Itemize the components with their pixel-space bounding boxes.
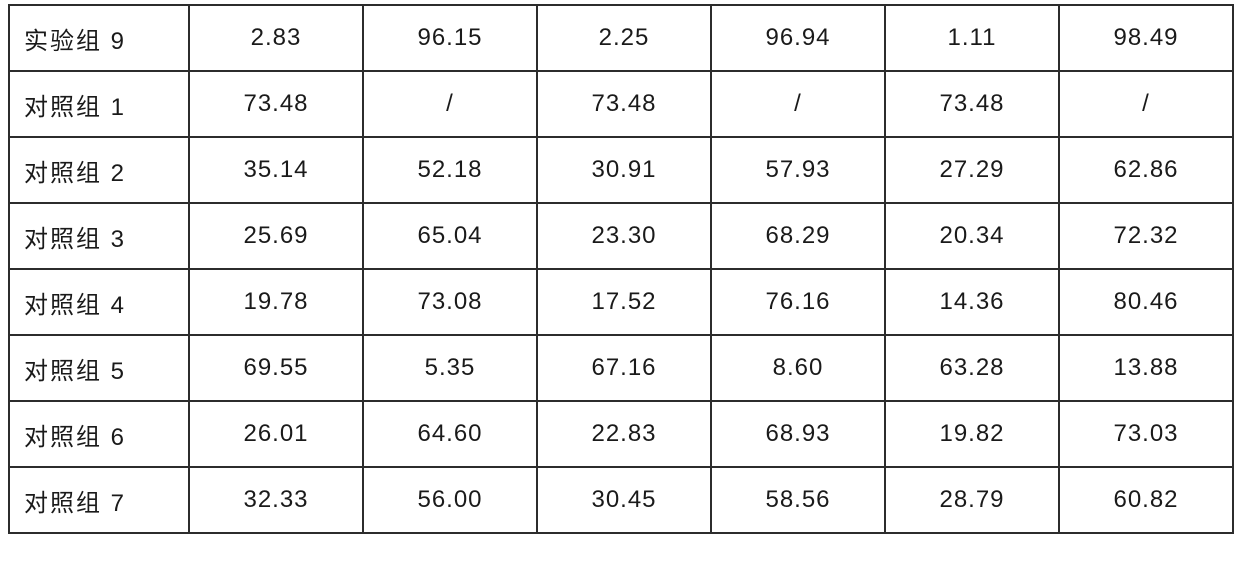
table-cell: 57.93: [711, 137, 885, 203]
table-cell: 30.91: [537, 137, 711, 203]
table-cell: 27.29: [885, 137, 1059, 203]
row-label: 对照组 3: [9, 203, 189, 269]
table-row: 对照组 3 25.69 65.04 23.30 68.29 20.34 72.3…: [9, 203, 1233, 269]
table-row: 实验组 9 2.83 96.15 2.25 96.94 1.11 98.49: [9, 5, 1233, 71]
table-cell: 64.60: [363, 401, 537, 467]
table-cell: 2.83: [189, 5, 363, 71]
table-row: 对照组 2 35.14 52.18 30.91 57.93 27.29 62.8…: [9, 137, 1233, 203]
table-cell: 73.03: [1059, 401, 1233, 467]
table-cell: 14.36: [885, 269, 1059, 335]
table-cell: 69.55: [189, 335, 363, 401]
table-cell: 1.11: [885, 5, 1059, 71]
table-cell: 32.33: [189, 467, 363, 533]
table-cell: 65.04: [363, 203, 537, 269]
table-cell: 72.32: [1059, 203, 1233, 269]
table-row: 对照组 4 19.78 73.08 17.52 76.16 14.36 80.4…: [9, 269, 1233, 335]
table-cell: 13.88: [1059, 335, 1233, 401]
table-cell: 8.60: [711, 335, 885, 401]
table-cell: 25.69: [189, 203, 363, 269]
table-cell: 30.45: [537, 467, 711, 533]
table-cell: 19.82: [885, 401, 1059, 467]
data-table: 实验组 9 2.83 96.15 2.25 96.94 1.11 98.49 对…: [8, 4, 1234, 534]
table-cell: 20.34: [885, 203, 1059, 269]
row-label: 实验组 9: [9, 5, 189, 71]
row-label: 对照组 2: [9, 137, 189, 203]
table-cell: 5.35: [363, 335, 537, 401]
table-cell: 63.28: [885, 335, 1059, 401]
table-row: 对照组 6 26.01 64.60 22.83 68.93 19.82 73.0…: [9, 401, 1233, 467]
table-cell: 73.08: [363, 269, 537, 335]
table-row: 对照组 1 73.48 / 73.48 / 73.48 /: [9, 71, 1233, 137]
table-cell: 19.78: [189, 269, 363, 335]
row-label: 对照组 1: [9, 71, 189, 137]
table-cell: 17.52: [537, 269, 711, 335]
table-cell: 26.01: [189, 401, 363, 467]
table-cell: 56.00: [363, 467, 537, 533]
table-cell: 23.30: [537, 203, 711, 269]
row-label: 对照组 6: [9, 401, 189, 467]
table-row: 对照组 5 69.55 5.35 67.16 8.60 63.28 13.88: [9, 335, 1233, 401]
table-cell: 73.48: [885, 71, 1059, 137]
table-cell: 98.49: [1059, 5, 1233, 71]
table-cell: 73.48: [189, 71, 363, 137]
table-cell: 58.56: [711, 467, 885, 533]
table-cell: 68.29: [711, 203, 885, 269]
table-cell: 68.93: [711, 401, 885, 467]
table-row: 对照组 7 32.33 56.00 30.45 58.56 28.79 60.8…: [9, 467, 1233, 533]
table-cell: /: [711, 71, 885, 137]
table-cell: /: [1059, 71, 1233, 137]
table-cell: 76.16: [711, 269, 885, 335]
table-cell: 62.86: [1059, 137, 1233, 203]
table-cell: /: [363, 71, 537, 137]
row-label: 对照组 7: [9, 467, 189, 533]
table-cell: 80.46: [1059, 269, 1233, 335]
table-cell: 67.16: [537, 335, 711, 401]
table-cell: 22.83: [537, 401, 711, 467]
table-cell: 73.48: [537, 71, 711, 137]
table-cell: 60.82: [1059, 467, 1233, 533]
table-cell: 28.79: [885, 467, 1059, 533]
table-container: 实验组 9 2.83 96.15 2.25 96.94 1.11 98.49 对…: [0, 0, 1240, 542]
table-cell: 35.14: [189, 137, 363, 203]
row-label: 对照组 5: [9, 335, 189, 401]
row-label: 对照组 4: [9, 269, 189, 335]
table-cell: 2.25: [537, 5, 711, 71]
table-cell: 96.15: [363, 5, 537, 71]
table-cell: 52.18: [363, 137, 537, 203]
table-cell: 96.94: [711, 5, 885, 71]
